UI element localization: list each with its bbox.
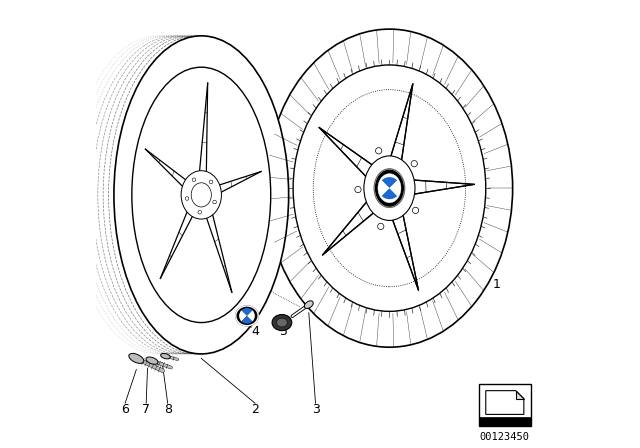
Ellipse shape	[146, 357, 158, 364]
Ellipse shape	[276, 318, 287, 327]
Ellipse shape	[129, 353, 144, 363]
Ellipse shape	[191, 183, 211, 207]
Circle shape	[192, 178, 196, 181]
Ellipse shape	[374, 169, 404, 207]
Polygon shape	[516, 391, 524, 399]
Ellipse shape	[293, 65, 486, 311]
Text: 5: 5	[280, 325, 288, 338]
Text: 3: 3	[312, 403, 319, 417]
Text: 6: 6	[121, 403, 129, 417]
Circle shape	[378, 223, 384, 229]
Bar	[479, 384, 531, 426]
Ellipse shape	[378, 174, 401, 202]
Wedge shape	[381, 177, 397, 188]
Text: 8: 8	[164, 403, 172, 417]
Ellipse shape	[266, 29, 513, 347]
Wedge shape	[241, 308, 253, 316]
Wedge shape	[381, 188, 397, 199]
Ellipse shape	[114, 36, 289, 354]
Ellipse shape	[132, 67, 271, 323]
Wedge shape	[389, 181, 401, 196]
Circle shape	[411, 160, 417, 167]
Wedge shape	[378, 181, 389, 196]
Ellipse shape	[305, 301, 313, 309]
Ellipse shape	[272, 314, 292, 331]
Circle shape	[185, 197, 189, 200]
Ellipse shape	[364, 156, 415, 220]
Circle shape	[376, 148, 382, 154]
Circle shape	[209, 180, 213, 184]
Circle shape	[198, 211, 202, 214]
Bar	[479, 417, 531, 426]
Polygon shape	[486, 391, 524, 414]
Wedge shape	[241, 316, 253, 323]
Wedge shape	[239, 310, 247, 321]
Ellipse shape	[161, 353, 170, 359]
Circle shape	[412, 207, 419, 214]
Text: 2: 2	[251, 403, 259, 417]
Wedge shape	[247, 310, 255, 321]
Text: 00123450: 00123450	[480, 432, 530, 442]
Text: 4: 4	[251, 325, 259, 338]
Circle shape	[212, 200, 216, 204]
Text: 7: 7	[142, 403, 150, 417]
Circle shape	[355, 186, 361, 193]
Text: 1: 1	[493, 278, 501, 291]
Ellipse shape	[181, 171, 221, 219]
Ellipse shape	[236, 306, 258, 326]
